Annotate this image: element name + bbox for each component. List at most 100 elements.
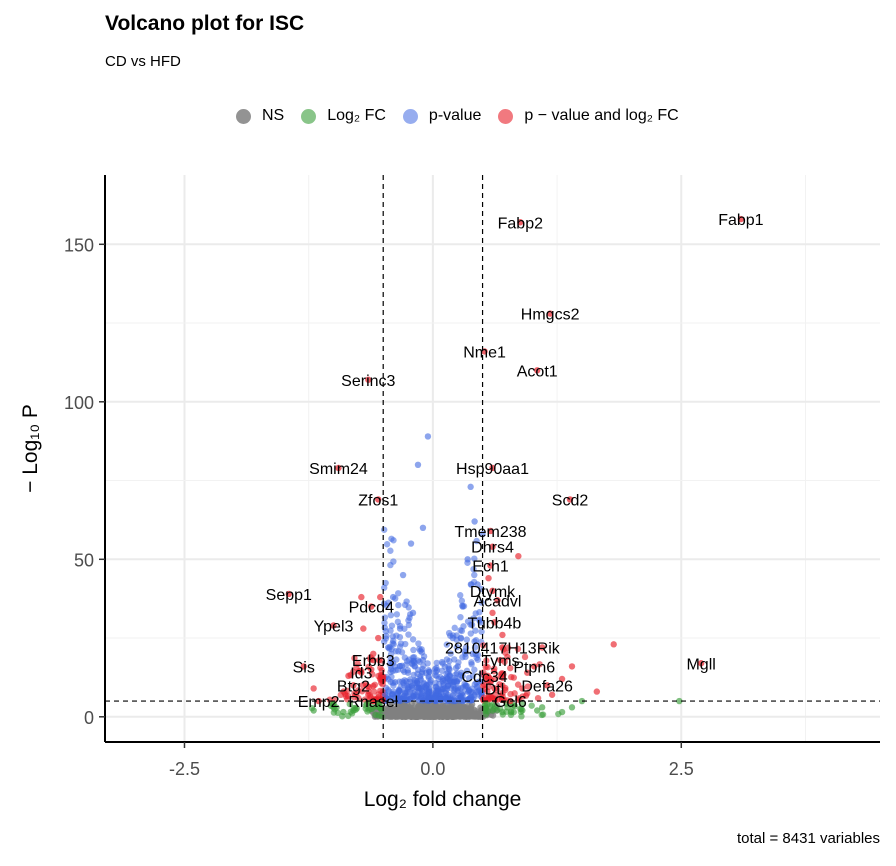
pvalue-point <box>471 555 478 562</box>
both-point <box>484 664 491 671</box>
ns-point <box>402 703 410 711</box>
pvalue-point <box>476 609 483 616</box>
labeled-point <box>365 376 372 383</box>
gene-label: Smim24 <box>309 461 368 478</box>
both-point <box>504 653 511 661</box>
labeled-point <box>487 562 494 569</box>
legend-label-log2fc: Log₂ FC <box>327 107 386 124</box>
log2fc-point <box>376 702 383 709</box>
log2fc-point <box>539 711 547 718</box>
both-point <box>345 672 352 680</box>
labeled-point <box>543 682 551 689</box>
pvalue-point <box>392 667 399 674</box>
both-point <box>351 654 358 662</box>
log2fc-point <box>507 709 515 716</box>
chart-subtitle: CD vs HFD <box>105 53 181 70</box>
x-axis-title: Log₂ fold change <box>364 788 522 811</box>
pvalue-point <box>459 603 466 610</box>
both-point <box>519 685 526 692</box>
log2fc-point <box>310 707 317 714</box>
both-point <box>485 693 493 700</box>
gene-label: Dhrs4 <box>471 540 514 557</box>
pvalue-point <box>405 631 412 638</box>
pvalue-point <box>478 599 485 606</box>
pvalue-point <box>468 581 475 588</box>
labeled-point <box>566 496 574 503</box>
pvalue-point <box>472 627 479 634</box>
ns-point <box>408 707 415 715</box>
ns-point <box>430 712 437 720</box>
log2fc-point <box>538 704 546 711</box>
both-point <box>354 660 361 667</box>
labeled-point <box>697 660 705 667</box>
pvalue-point <box>409 636 417 643</box>
pvalue-point <box>425 668 433 675</box>
both-point <box>514 681 522 688</box>
log2fc-point <box>499 708 506 716</box>
pvalue-point <box>432 689 439 697</box>
pvalue-point <box>450 683 457 690</box>
labeled-point <box>497 656 504 664</box>
both-point <box>483 657 490 664</box>
pvalue-point <box>474 581 481 588</box>
labeled-point <box>370 697 377 705</box>
gene-label: Gcl6 <box>494 694 527 711</box>
pvalue-point <box>396 643 404 650</box>
log2fc-point <box>504 704 511 711</box>
log2fc-point <box>578 697 586 705</box>
legend-item-log2fc: Log₂ FC <box>301 107 386 125</box>
pvalue-point <box>404 669 412 676</box>
labeled-point <box>534 367 541 374</box>
legend-dot-ns <box>236 108 251 124</box>
pvalue-point <box>405 617 412 624</box>
pvalue-point <box>387 627 394 634</box>
gene-label: Id3 <box>350 666 372 683</box>
pvalue-point <box>457 694 464 702</box>
log2fc-point <box>340 708 347 716</box>
gene-label: Fabp1 <box>718 212 763 229</box>
labeled-point <box>499 644 506 651</box>
labeled-point <box>491 685 498 692</box>
gene-label: Tmem238 <box>454 524 526 541</box>
log2fc-point <box>489 707 496 714</box>
pvalue-point <box>464 618 472 625</box>
gene-label: Ech1 <box>472 559 509 576</box>
labeled-point <box>489 543 496 550</box>
gene-label: Zfos1 <box>358 492 398 509</box>
pvalue-point <box>453 643 461 651</box>
pvalue-point <box>380 526 388 533</box>
pvalue-point <box>439 675 447 683</box>
pvalue-point <box>388 535 395 542</box>
labeled-point <box>315 697 322 705</box>
log2fc-point <box>509 703 516 710</box>
pvalue-point <box>382 579 389 587</box>
pvalue-point <box>478 628 485 635</box>
pvalue-point <box>395 601 402 609</box>
pvalue-point <box>401 601 409 609</box>
pvalue-point <box>479 530 486 538</box>
pvalue-point <box>396 688 403 695</box>
both-point <box>498 669 506 677</box>
pvalue-point <box>473 683 481 690</box>
pvalue-point <box>432 679 439 687</box>
pvalue-point <box>387 695 395 702</box>
pvalue-point <box>467 689 474 696</box>
y-tick-label: 150 <box>64 235 94 255</box>
both-point <box>610 641 617 648</box>
pvalue-point <box>411 663 419 670</box>
labeled-point <box>489 464 496 472</box>
pvalue-point <box>418 649 426 656</box>
ns-point <box>385 706 392 713</box>
both-point <box>490 668 498 675</box>
both-point <box>499 689 506 697</box>
legend-dot-pvalue <box>402 108 418 124</box>
x-tick-label: 2.5 <box>669 759 694 779</box>
pvalue-point <box>415 640 422 647</box>
both-point <box>568 663 576 670</box>
pvalue-point <box>471 518 478 525</box>
pvalue-point <box>401 654 409 661</box>
labeled-point <box>358 669 365 676</box>
pvalue-point <box>457 613 464 621</box>
pvalue-point <box>394 618 402 626</box>
both-point <box>481 685 489 693</box>
